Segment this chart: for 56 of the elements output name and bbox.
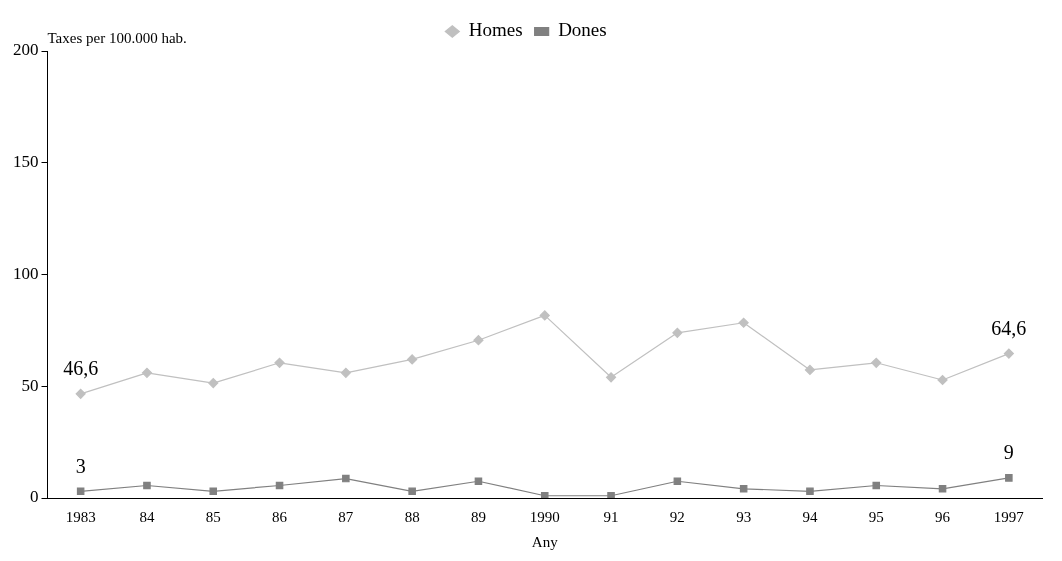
x-tick-label: 91 (603, 508, 619, 525)
point (274, 357, 285, 368)
point (738, 317, 749, 328)
x-tick-label: 92 (669, 508, 685, 525)
data-label: 3 (75, 454, 86, 477)
point (872, 481, 881, 490)
x-tick-label: 87 (338, 508, 354, 525)
x-tick-label: 95 (868, 508, 884, 525)
point (673, 477, 682, 486)
x-tick-label: 96 (935, 508, 951, 525)
y-tick-label: 150 (13, 152, 39, 172)
point (806, 487, 814, 496)
x-tick-label: 84 (139, 508, 155, 525)
y-tick-label: 0 (30, 487, 39, 507)
x-tick-label: 85 (205, 508, 221, 525)
y-tick-label: 200 (13, 40, 39, 60)
data-label: 46,6 (63, 357, 99, 380)
point (739, 485, 748, 493)
point (539, 310, 550, 321)
point (143, 481, 151, 490)
x-tick-label: 88 (404, 508, 420, 525)
point (407, 354, 418, 365)
point (605, 372, 617, 383)
x-tick-label: 1983 (65, 508, 96, 525)
point (76, 487, 85, 496)
y-tick-label: 100 (13, 263, 39, 283)
point (474, 477, 483, 486)
x-tick-label: 93 (736, 508, 752, 525)
legend-label: Homes (468, 19, 523, 41)
x-tick-label: 94 (802, 508, 818, 525)
point (209, 487, 218, 496)
point (75, 388, 86, 399)
data-label: 64,6 (991, 316, 1027, 339)
point (208, 378, 219, 389)
data-label: 9 (1003, 441, 1014, 464)
point (340, 367, 351, 378)
point (1003, 348, 1014, 359)
point (342, 474, 350, 483)
x-tick-label: 86 (272, 508, 288, 525)
x-tick-label: 1990 (529, 508, 560, 525)
point (607, 491, 615, 498)
point (804, 364, 816, 376)
x-tick-label: 1997 (993, 508, 1025, 525)
x-axis-title: Any (531, 533, 559, 550)
point (938, 485, 947, 493)
y-tick-label: 50 (21, 375, 39, 395)
point (672, 327, 683, 338)
point (141, 367, 153, 378)
x-tick-label: 89 (470, 508, 486, 525)
point (1005, 474, 1013, 482)
point (408, 487, 416, 496)
point (871, 357, 882, 368)
point (473, 335, 484, 346)
legend-label: Dones (558, 19, 607, 41)
y-axis-title: Taxes per 100.000 hab. (47, 30, 187, 47)
point (540, 491, 549, 498)
